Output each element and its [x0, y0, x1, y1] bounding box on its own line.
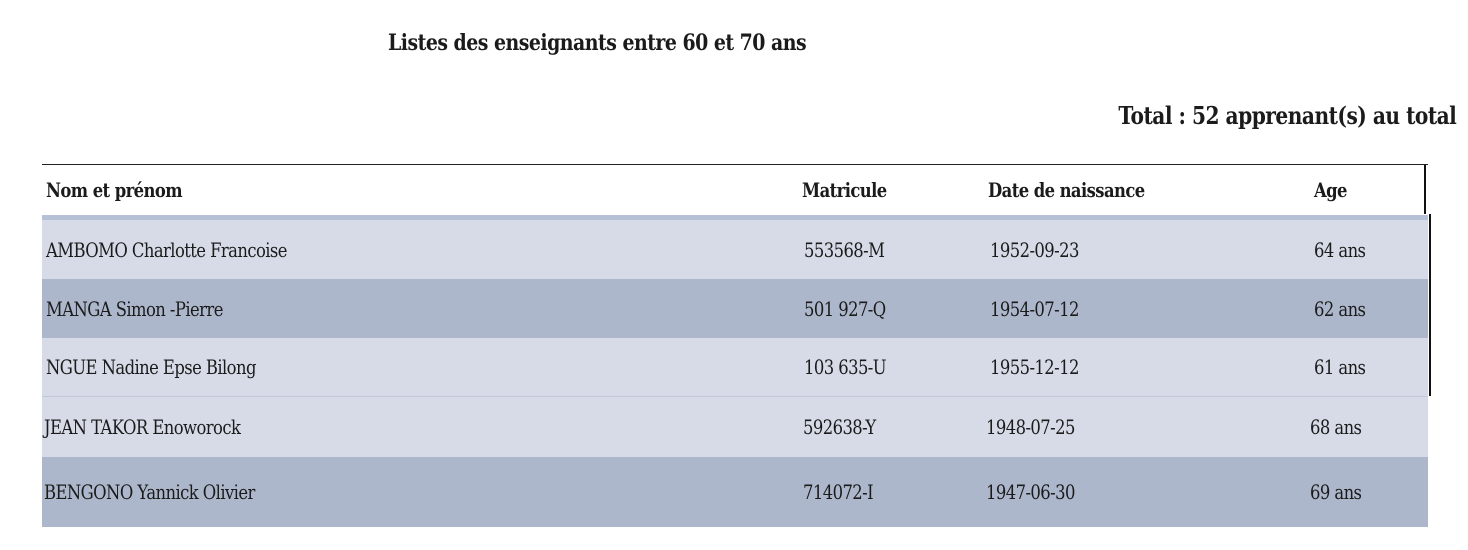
cell-name: AMBOMO Charlotte Francoise [46, 237, 287, 262]
column-header-age[interactable]: Age [1314, 178, 1347, 202]
total-count: Total : 52 apprenant(s) au total [1118, 101, 1456, 130]
column-header-birthdate[interactable]: Date de naissance [988, 178, 1145, 202]
teachers-table: Nom et prénom Matricule Date de naissanc… [42, 164, 1428, 527]
table-row[interactable]: MANGA Simon -Pierre 501 927-Q 1954-07-12… [42, 279, 1428, 338]
cell-age: 69 ans [1310, 480, 1362, 504]
cell-birthdate: 1955-12-12 [990, 355, 1079, 379]
table-row[interactable]: NGUE Nadine Epse Bilong 103 635-U 1955-1… [42, 338, 1428, 397]
cell-age: 61 ans [1314, 355, 1366, 379]
cell-birthdate: 1954-07-12 [990, 296, 1079, 321]
page-title: Listes des enseignants entre 60 et 70 an… [388, 30, 807, 56]
cell-birthdate: 1947-06-30 [986, 480, 1075, 504]
table-right-border-top [1424, 164, 1426, 214]
cell-matricule: 501 927-Q [804, 296, 886, 321]
cell-matricule: 714072-I [803, 480, 874, 504]
cell-birthdate: 1948-07-25 [986, 415, 1075, 439]
table-header-row: Nom et prénom Matricule Date de naissanc… [42, 165, 1428, 220]
cell-age: 68 ans [1310, 415, 1362, 439]
cell-matricule: 592638-Y [803, 415, 876, 439]
cell-age: 64 ans [1314, 237, 1366, 262]
table-row[interactable]: BENGONO Yannick Olivier 714072-I 1947-06… [42, 457, 1428, 527]
column-header-matricule[interactable]: Matricule [802, 178, 887, 202]
column-header-name[interactable]: Nom et prénom [46, 178, 183, 202]
cell-name: JEAN TAKOR Enoworock [44, 415, 241, 439]
cell-matricule: 553568-M [804, 237, 885, 262]
table-row[interactable]: AMBOMO Charlotte Francoise 553568-M 1952… [42, 220, 1428, 279]
cell-birthdate: 1952-09-23 [990, 237, 1079, 262]
cell-name: MANGA Simon -Pierre [46, 296, 223, 321]
cell-matricule: 103 635-U [804, 355, 887, 379]
table-right-border-middle [1429, 214, 1431, 396]
cell-name: NGUE Nadine Epse Bilong [46, 355, 256, 379]
cell-name: BENGONO Yannick Olivier [44, 480, 255, 504]
table-row[interactable]: JEAN TAKOR Enoworock 592638-Y 1948-07-25… [42, 397, 1428, 457]
cell-age: 62 ans [1314, 296, 1366, 321]
